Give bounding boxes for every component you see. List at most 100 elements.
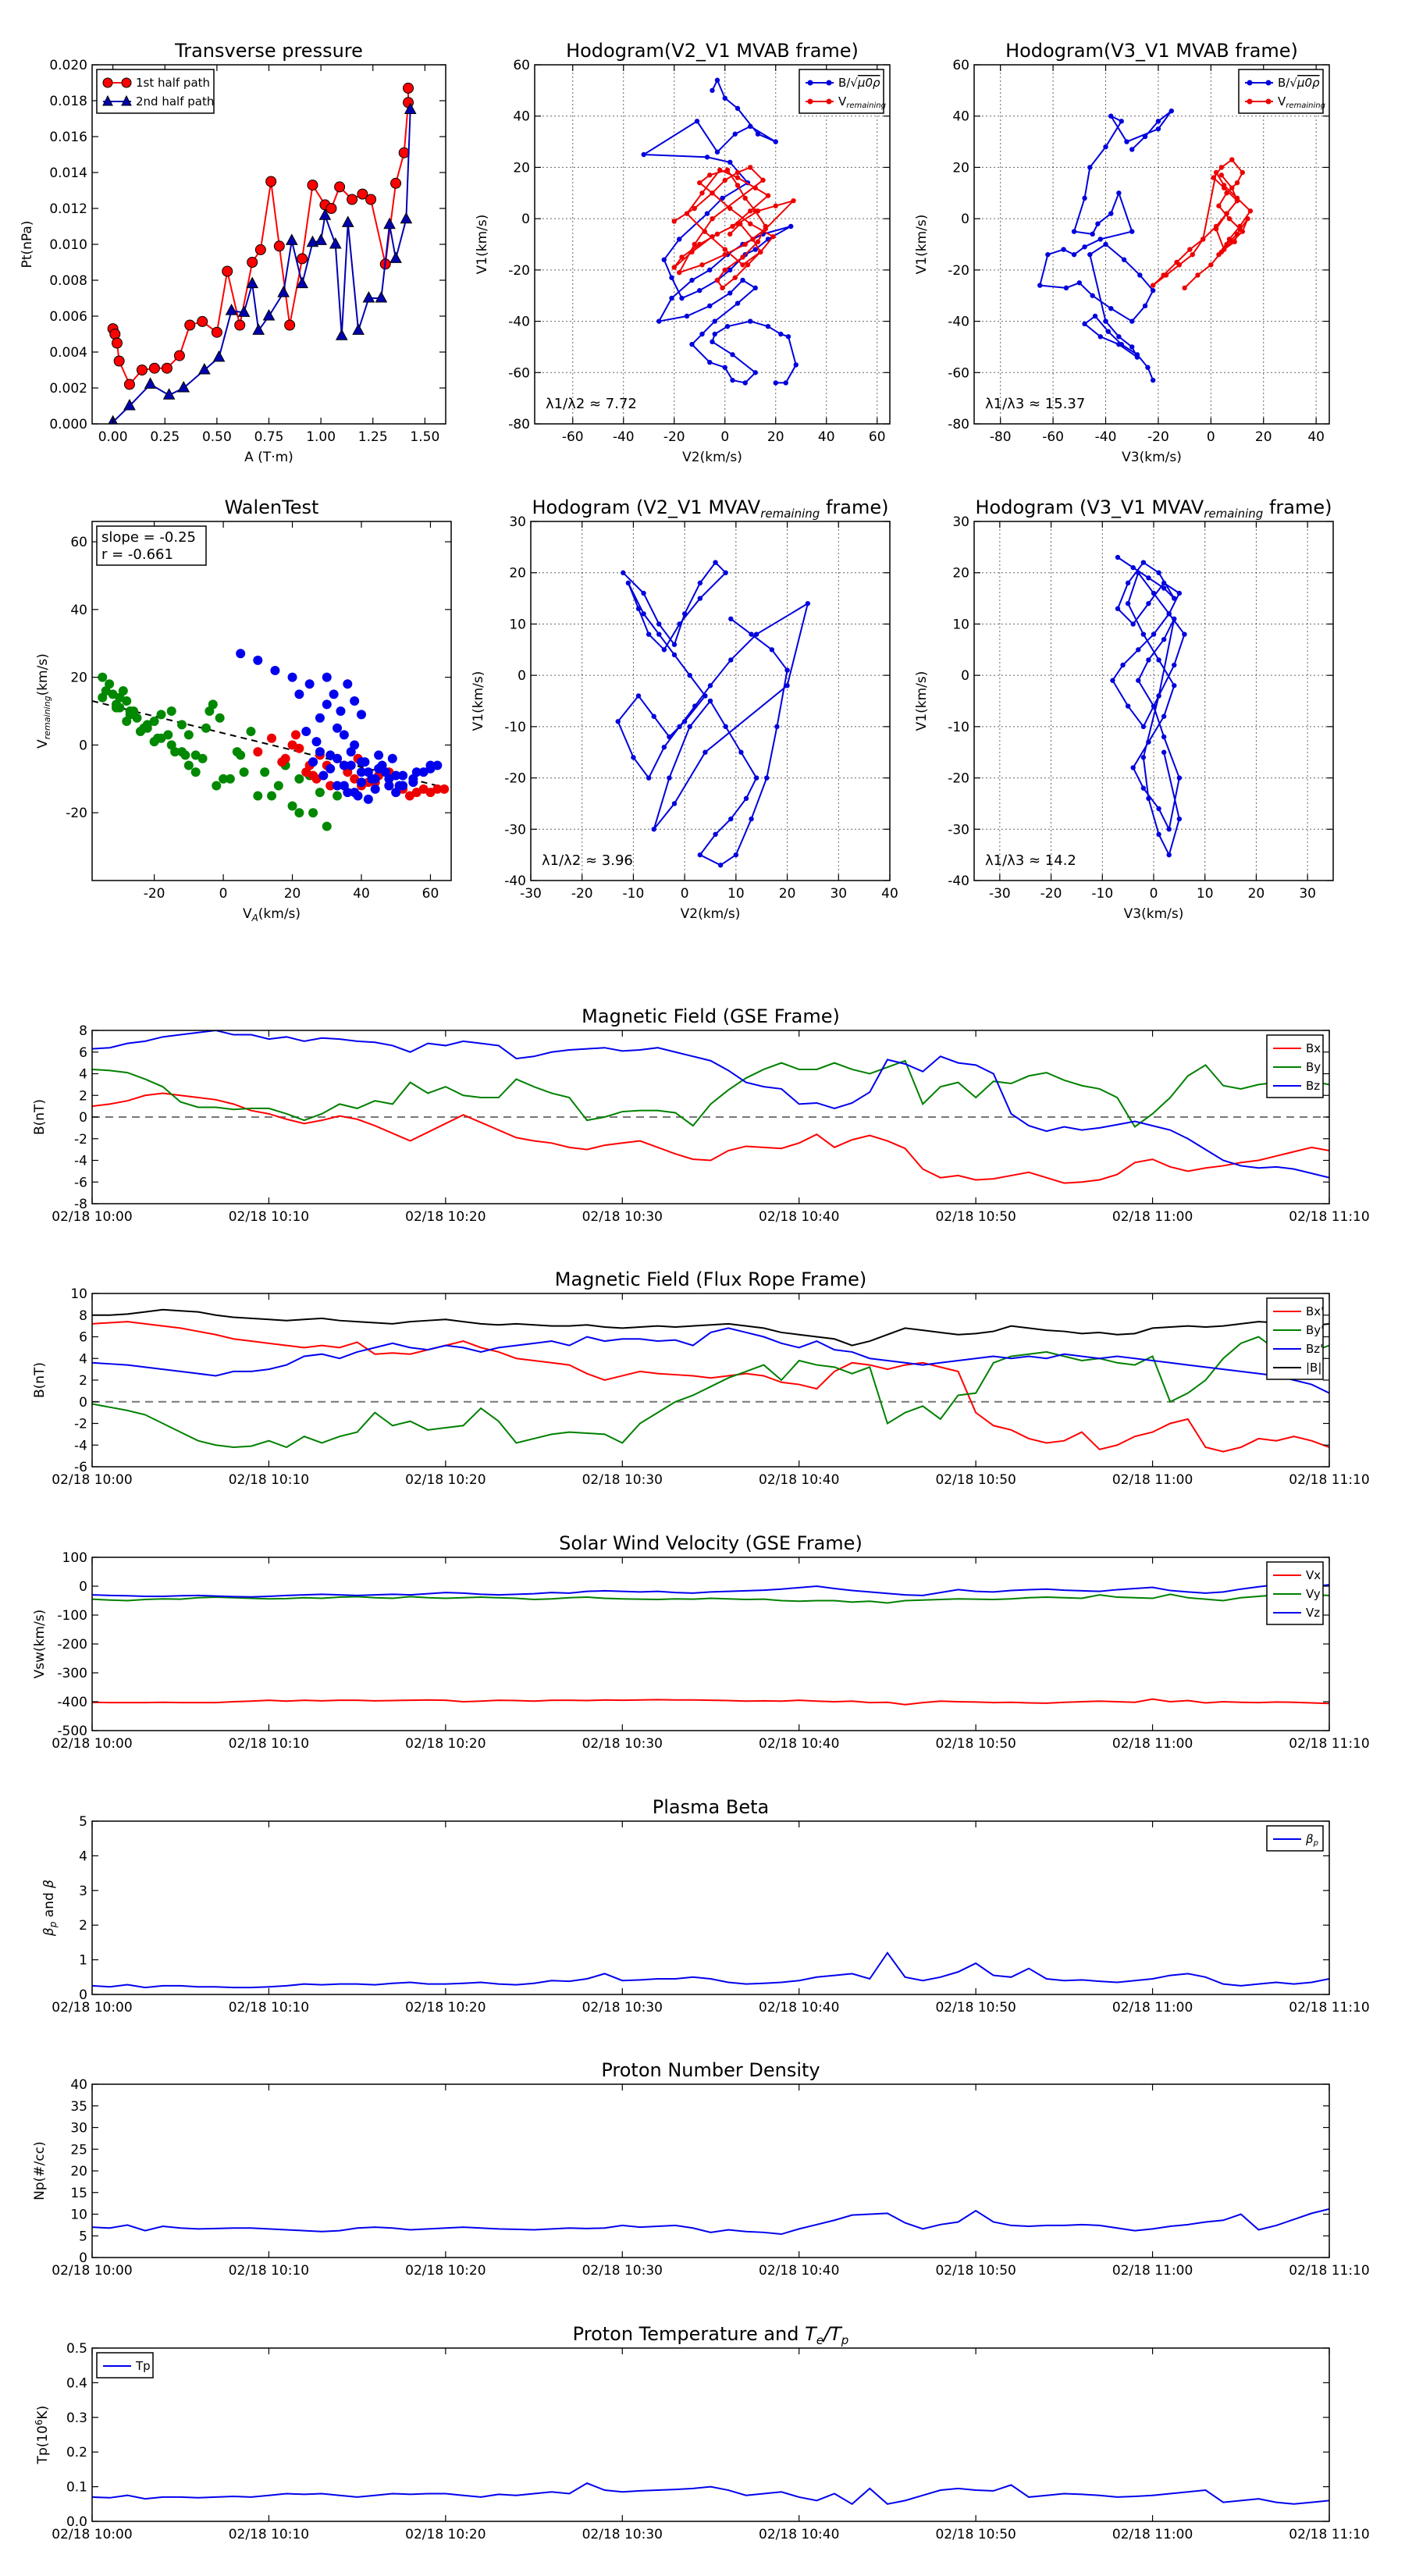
data-point — [697, 852, 703, 858]
x-tick-label: 10 — [1197, 886, 1214, 902]
data-point — [333, 753, 343, 763]
data-point — [631, 755, 636, 760]
plot-area — [92, 2208, 1329, 2236]
data-point — [679, 295, 685, 301]
x-tick-label: -20 — [571, 886, 593, 902]
data-point — [730, 352, 735, 358]
data-point — [1247, 208, 1254, 214]
data-point — [740, 262, 745, 268]
data-point — [699, 262, 705, 268]
data-point — [325, 763, 336, 774]
y-tick-label: 0.004 — [49, 345, 87, 361]
data-point — [357, 767, 366, 777]
y-tick-label: 8 — [79, 1023, 87, 1039]
x-tick-label: 60 — [869, 429, 886, 445]
data-point — [277, 757, 287, 767]
series-line-2nd-half-path — [112, 109, 411, 423]
data-point — [304, 679, 315, 689]
y-axis-label: V1(km/s) — [475, 215, 490, 275]
data-point — [315, 747, 325, 757]
data-point — [735, 183, 741, 188]
data-point — [1234, 231, 1240, 237]
data-point — [788, 223, 794, 229]
data-point — [1166, 827, 1172, 832]
data-point — [322, 699, 332, 710]
x-tick-label: 0 — [1207, 429, 1215, 445]
data-point — [735, 175, 741, 180]
eigenvalue-ratio-annotation: λ1/λ2 ≈ 3.96 — [542, 852, 633, 869]
data-point — [770, 233, 776, 240]
data-point — [1166, 852, 1172, 858]
data-point — [211, 326, 222, 338]
plot-frame — [91, 2083, 1330, 2258]
x-tick-label: 02/18 10:00 — [52, 1209, 132, 1225]
data-point — [297, 253, 308, 265]
data-point — [234, 319, 246, 331]
data-point — [735, 105, 741, 112]
data-point — [1137, 272, 1143, 278]
data-point — [714, 77, 720, 83]
data-point — [651, 827, 656, 832]
data-point — [1110, 678, 1115, 683]
data-point — [1161, 272, 1166, 278]
y-tick-label: 0.006 — [49, 309, 87, 325]
data-point — [641, 151, 646, 158]
data-point — [1229, 157, 1235, 162]
y-axis-label: V1(km/s) — [914, 671, 930, 731]
data-point — [398, 147, 410, 158]
data-point — [1108, 305, 1114, 311]
eigenvalue-ratio-annotation: λ1/λ3 ≈ 14.2 — [985, 852, 1076, 869]
x-tick-label: 02/18 10:40 — [759, 1736, 839, 1752]
data-point — [294, 689, 304, 699]
data-point — [671, 265, 677, 270]
x-tick-label: 02/18 10:40 — [759, 2263, 839, 2279]
data-point — [752, 370, 758, 375]
data-point — [671, 219, 677, 224]
data-point — [755, 131, 761, 137]
data-point — [333, 781, 343, 791]
x-tick-label: -60 — [562, 429, 584, 445]
data-point — [738, 749, 744, 755]
stats-text: r = -0.661 — [101, 546, 173, 563]
y-tick-label: 60 — [70, 535, 87, 550]
data-point — [742, 380, 748, 386]
y-axis-label: V1(km/s) — [914, 215, 930, 275]
data-point — [1076, 280, 1083, 286]
data-point — [714, 277, 720, 283]
data-point — [1130, 621, 1136, 627]
data-point — [773, 139, 778, 144]
x-tick-label: 20 — [767, 429, 784, 445]
data-point — [1161, 585, 1167, 591]
data-point — [343, 788, 353, 798]
data-point — [357, 188, 368, 200]
data-point — [357, 710, 366, 720]
data-point — [1240, 169, 1245, 176]
data-point — [791, 197, 796, 204]
data-point — [322, 672, 332, 682]
data-point — [681, 611, 688, 617]
x-tick-label: 02/18 10:00 — [52, 1736, 132, 1752]
data-point — [400, 212, 413, 224]
data-point — [404, 102, 417, 114]
x-tick-label: 0 — [720, 429, 729, 445]
x-tick-label: 02/18 11:00 — [1112, 1472, 1193, 1488]
x-axis-label: V2(km/s) — [681, 906, 741, 922]
y-tick-label: 0.008 — [49, 273, 87, 289]
data-point — [677, 269, 682, 276]
data-point — [308, 808, 318, 818]
data-point — [710, 87, 715, 94]
data-point — [1174, 259, 1179, 265]
y-tick-label: 0 — [79, 1395, 87, 1411]
data-point — [177, 380, 190, 393]
data-point — [1045, 251, 1051, 258]
y-tick-label: 30 — [952, 514, 969, 530]
data-point — [239, 767, 249, 777]
chart-mag_fr: Magnetic Field (Flux Rope Frame) 02/18 10… — [32, 1268, 1370, 1488]
data-point — [180, 750, 190, 760]
x-tick-label: 0 — [681, 886, 689, 902]
data-point — [365, 194, 377, 205]
chart-title: Proton Temperature and Te/Tp — [573, 2323, 849, 2347]
data-point — [753, 632, 759, 637]
data-point — [728, 657, 734, 663]
data-point — [677, 724, 682, 730]
